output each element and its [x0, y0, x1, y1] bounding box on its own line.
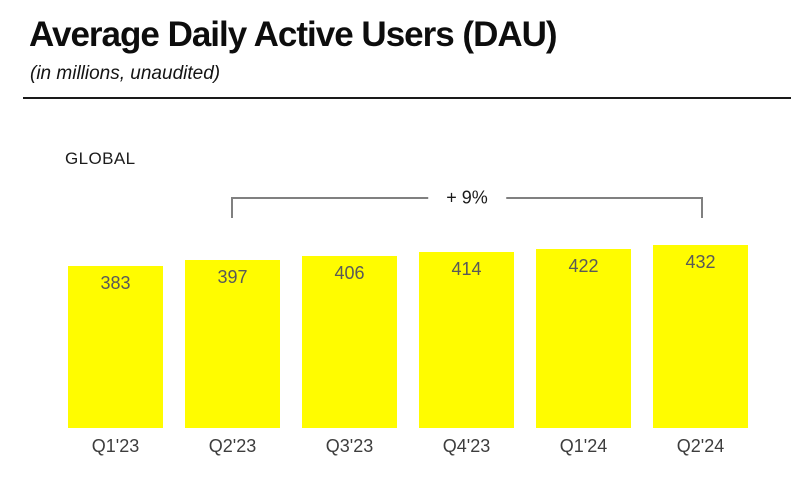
- bar-value-label: 414: [451, 259, 482, 279]
- bar-value-label: 432: [685, 252, 716, 272]
- bar-Q4'23: 414: [419, 252, 514, 428]
- bar-value-label: 383: [100, 273, 131, 293]
- x-axis-label: Q4'23: [442, 436, 491, 456]
- bar-value-label: 422: [568, 256, 599, 276]
- bar-Q1'23: 383: [68, 266, 163, 428]
- x-axis-label: Q2'24: [676, 436, 725, 456]
- page-title: Average Daily Active Users (DAU): [29, 15, 558, 54]
- page-subtitle: (in millions, unaudited): [30, 63, 221, 84]
- bar-value-label: 406: [334, 263, 365, 283]
- growth-bracket: + 9%: [231, 187, 703, 218]
- bar-Q3'23: 406: [302, 256, 397, 428]
- x-axis-label: Q2'23: [208, 436, 257, 456]
- growth-annotation: + 9%: [428, 187, 506, 209]
- bar-value-label: 397: [217, 267, 248, 287]
- region-label: GLOBAL: [65, 149, 136, 168]
- bar-Q2'23: 397: [185, 260, 280, 428]
- x-axis-label: Q1'24: [559, 436, 608, 456]
- divider-rule: [23, 97, 791, 99]
- x-axis-label: Q1'23: [91, 436, 140, 456]
- bar-Q1'24: 422: [536, 249, 631, 428]
- x-axis-label: Q3'23: [325, 436, 374, 456]
- bar-Q2'24: 432: [653, 245, 748, 428]
